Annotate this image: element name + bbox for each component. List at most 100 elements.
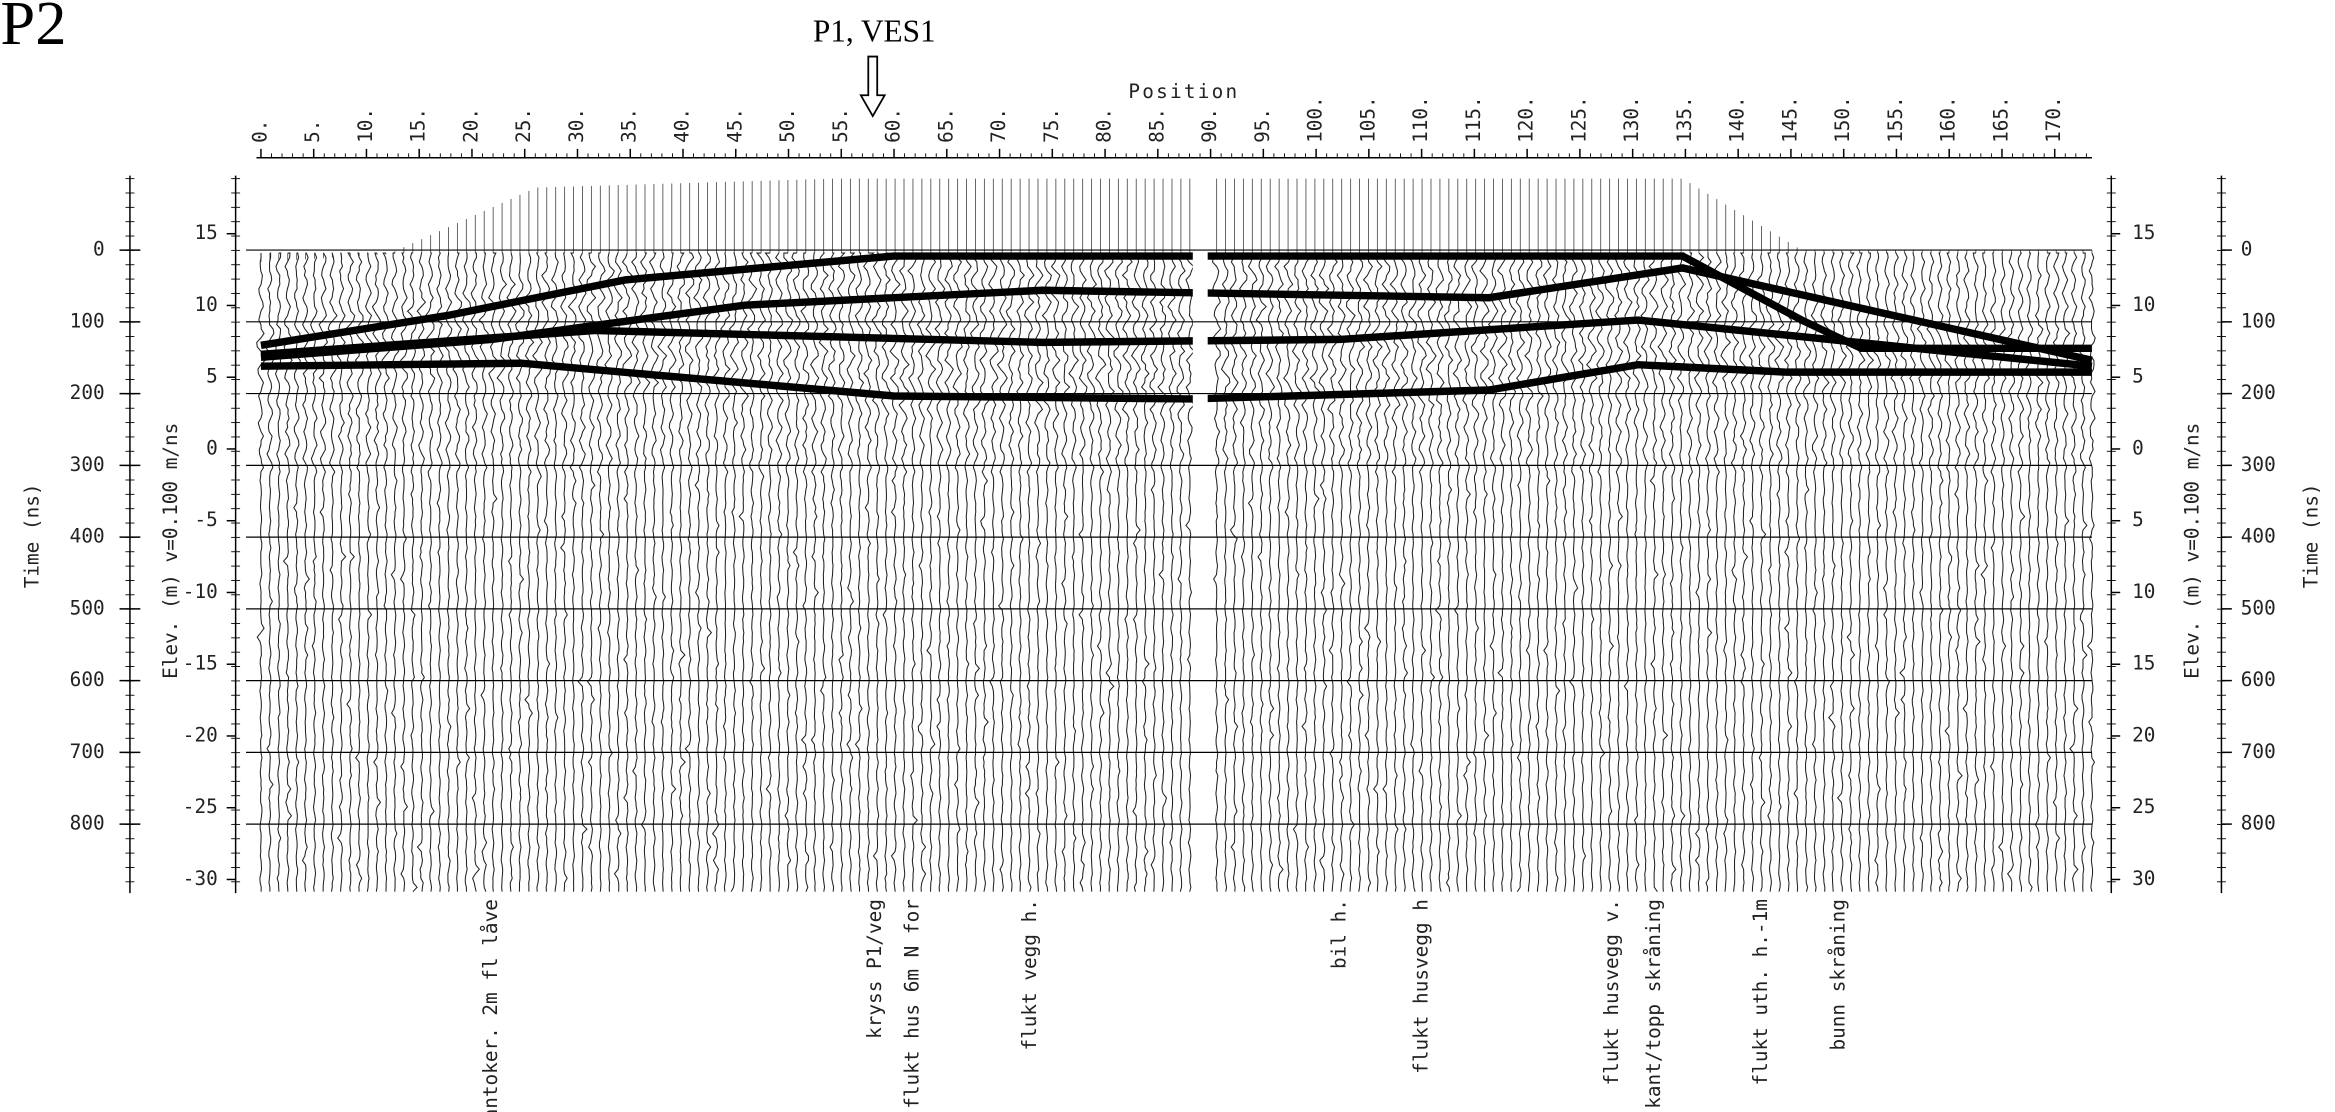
trace: [1577, 252, 1587, 892]
elev-tick-label: 0: [2132, 436, 2144, 459]
trace: [1613, 252, 1624, 892]
trace: [702, 252, 714, 892]
trace: [1346, 252, 1356, 892]
position-tick-label: 130.: [1620, 96, 1643, 143]
trace: [1389, 252, 1401, 892]
trace: [1443, 252, 1455, 892]
trace: [1507, 252, 1517, 892]
trace: [1632, 252, 1642, 892]
position-tick-label: 85.: [1145, 108, 1168, 143]
elev-tick-label: -20: [183, 723, 218, 746]
position-tick-label: 165.: [1989, 96, 2012, 143]
trace: [1318, 252, 1330, 892]
elev-tick-label: 30: [2132, 867, 2155, 890]
time-tick-label: 200: [70, 381, 105, 404]
position-axis-label: Position: [1128, 80, 1239, 103]
trace: [327, 252, 338, 892]
position-tick-label: 135.: [1673, 96, 1696, 143]
trace: [1747, 252, 1758, 892]
trace: [1720, 252, 1732, 892]
trace: [666, 252, 677, 892]
trace: [720, 252, 731, 892]
time-tick-label: 300: [2241, 453, 2276, 476]
trace: [586, 252, 597, 892]
trace: [755, 252, 767, 892]
trace: [1024, 252, 1035, 892]
trace: [880, 252, 891, 892]
trace: [944, 252, 954, 892]
trace: [1595, 252, 1606, 892]
trace: [1569, 252, 1579, 892]
trace: [837, 252, 846, 892]
trace: [1104, 252, 1115, 892]
trace: [596, 252, 606, 892]
annotation: kant/topp skråning: [1642, 899, 1665, 1109]
trace: [416, 252, 427, 892]
elev-tick-label: 10: [194, 293, 217, 316]
trace: [612, 252, 623, 892]
trace: [1909, 252, 1917, 892]
trace: [1899, 252, 1909, 892]
trace: [425, 252, 436, 892]
trace: [1435, 252, 1445, 892]
trace: [1398, 252, 1409, 892]
trace: [1836, 252, 1847, 892]
elev-axis-label: Elev. (m) v=0.100 m/ns: [2181, 423, 2204, 679]
trace: [1535, 252, 1544, 892]
time-tick-label: 800: [70, 812, 105, 835]
trace: [648, 252, 660, 892]
trace: [470, 252, 480, 892]
trace: [1265, 252, 1276, 892]
trace: [1686, 252, 1696, 892]
trace: [567, 252, 578, 892]
trace: [1326, 252, 1338, 892]
trace: [1167, 252, 1177, 892]
trace: [773, 252, 784, 892]
elev-tick-label: -10: [183, 580, 218, 603]
trace: [1291, 252, 1302, 892]
trace: [1470, 252, 1481, 892]
trace: [846, 252, 856, 892]
trace: [746, 252, 758, 892]
position-tick-label: 150.: [1831, 96, 1854, 143]
annotation: flukt vegg h.: [1018, 899, 1041, 1050]
trace: [1113, 252, 1124, 892]
trace: [1050, 252, 1061, 892]
trace: [371, 252, 382, 892]
trace: [1756, 252, 1767, 892]
marker-label: P1, VES1: [813, 13, 936, 48]
trace: [1149, 252, 1159, 892]
figure-title: P2: [0, 0, 66, 58]
position-tick-label: 75.: [1040, 108, 1063, 143]
time-tick-label: 600: [2241, 668, 2276, 691]
trace: [1640, 252, 1650, 892]
trace: [1648, 252, 1659, 892]
time-tick-label: 0: [2241, 238, 2253, 261]
position-tick-label: 55.: [829, 108, 852, 143]
trace-gap: [1192, 238, 1208, 417]
trace: [1140, 252, 1150, 892]
trace: [462, 252, 472, 892]
trace: [1130, 252, 1142, 892]
position-tick-label: 140.: [1726, 96, 1749, 143]
trace: [1015, 252, 1025, 892]
time-tick-label: 500: [70, 596, 105, 619]
trace: [1926, 252, 1937, 892]
trace: [1005, 252, 1016, 892]
trace: [1845, 252, 1856, 892]
trace: [515, 253, 525, 892]
time-tick-label: 600: [70, 668, 105, 691]
position-tick-label: 115.: [1462, 96, 1485, 143]
trace: [1774, 252, 1785, 892]
trace: [496, 252, 508, 892]
position-tick-label: 20.: [459, 108, 482, 143]
trace: [398, 252, 409, 892]
trace: [1094, 252, 1107, 892]
trace: [1864, 252, 1875, 892]
trace: [390, 252, 400, 892]
trace: [560, 252, 569, 892]
time-tick-label: 200: [2241, 381, 2276, 404]
elev-tick-label: 10: [2132, 580, 2155, 603]
trace: [1371, 252, 1383, 892]
